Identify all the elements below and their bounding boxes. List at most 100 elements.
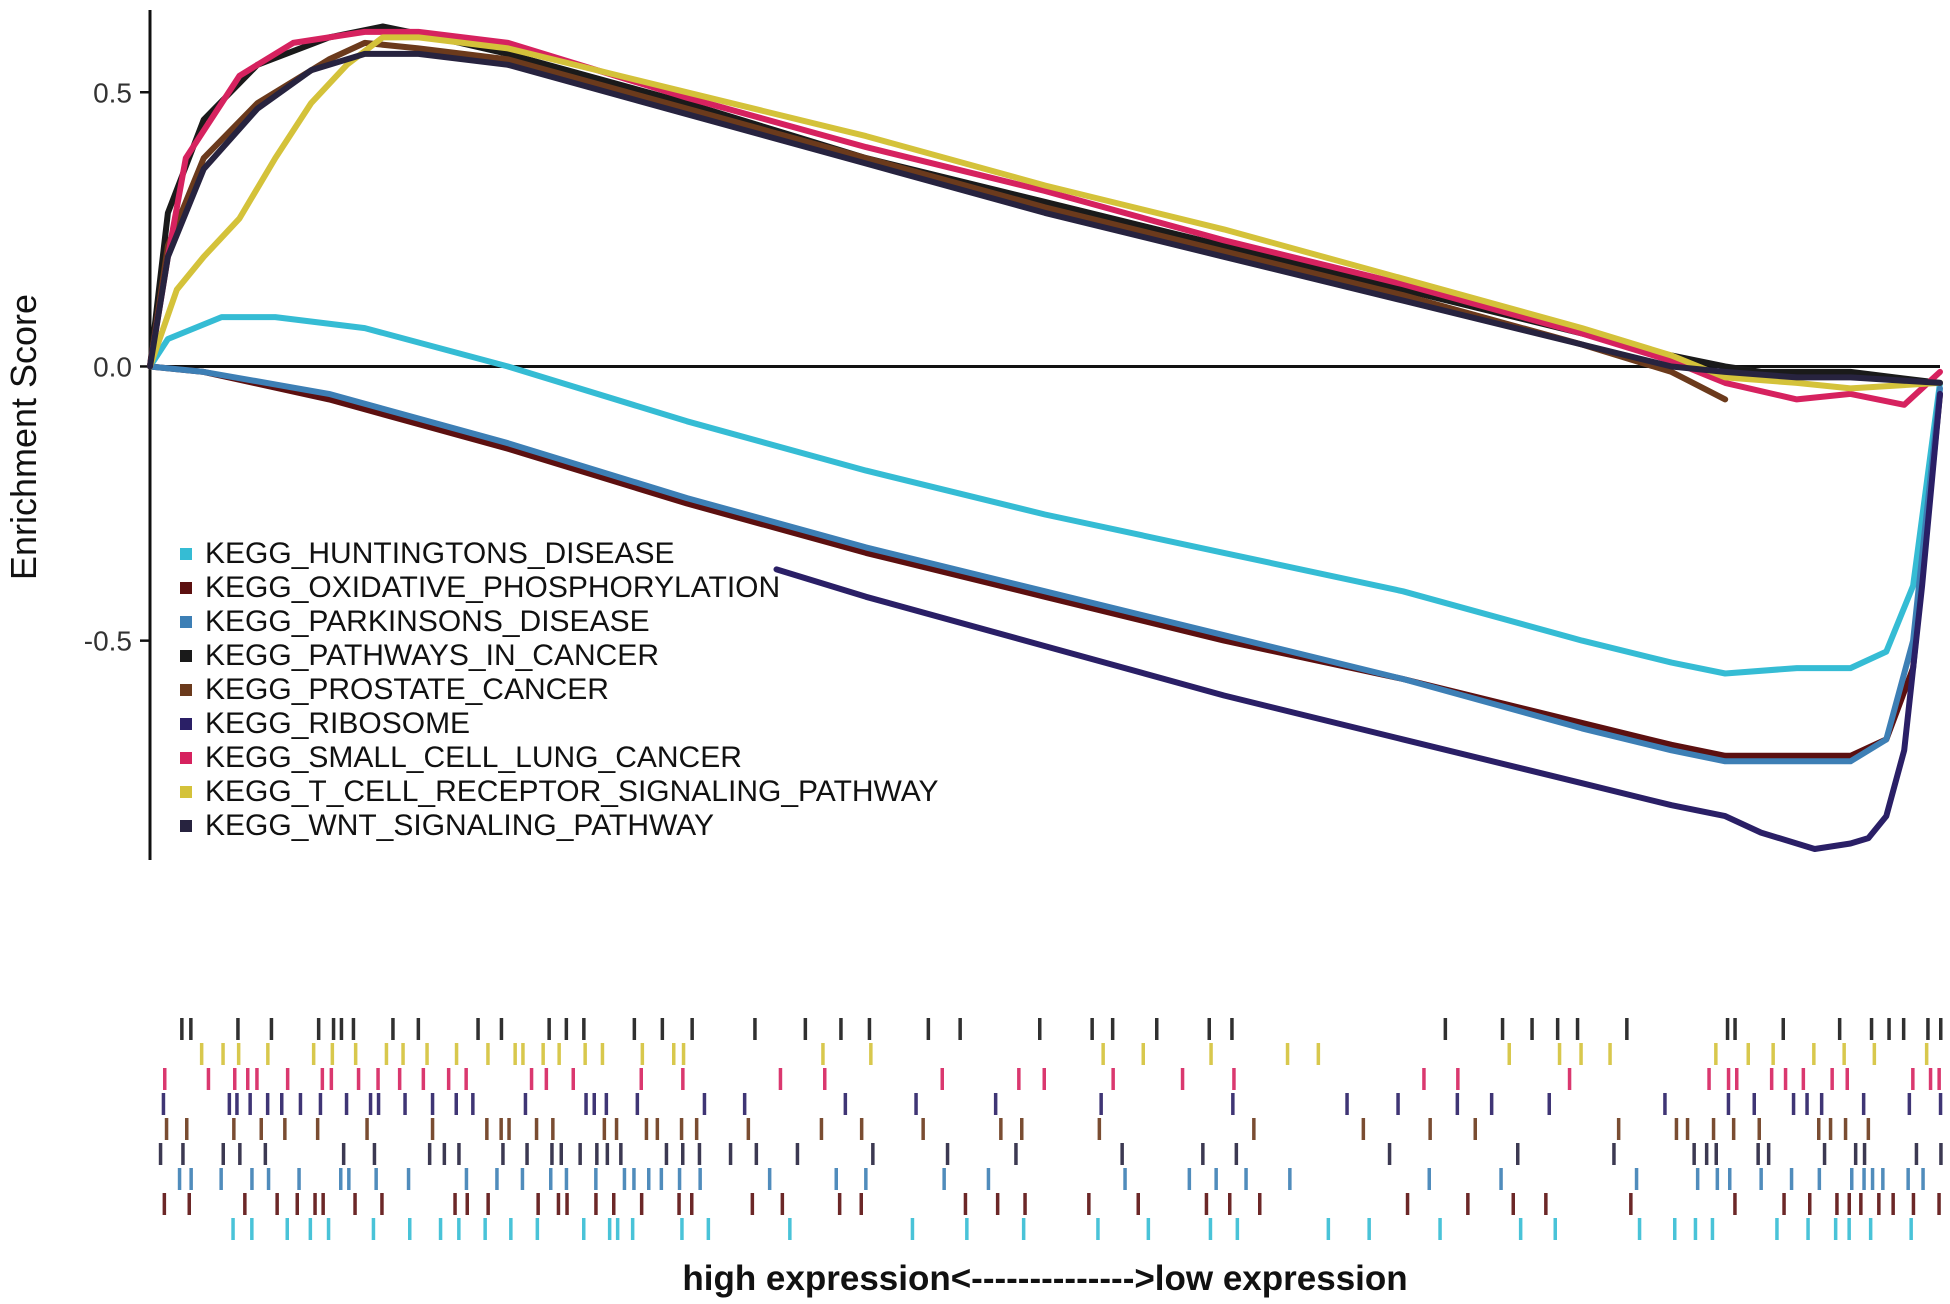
- rug-tick: [1405, 1193, 1410, 1215]
- rug-tick: [632, 1018, 637, 1040]
- legend-label: KEGG_PROSTATE_CANCER: [205, 673, 609, 706]
- rug-tick: [746, 1118, 751, 1140]
- legend-swatch: [180, 718, 192, 730]
- legend-swatch: [180, 786, 192, 798]
- rug-tick: [189, 1168, 193, 1190]
- rug-tick: [1726, 1093, 1731, 1115]
- rug-tick: [1833, 1218, 1838, 1240]
- rug-tick: [1759, 1168, 1763, 1190]
- rug-tick: [871, 1143, 875, 1165]
- rug-tick: [199, 1043, 204, 1065]
- rug-tick: [425, 1043, 429, 1065]
- series-line-kegg-wnt-signaling-pathway: [147, 50, 1943, 386]
- rug-tick: [681, 1143, 685, 1165]
- rug-tick: [1547, 1093, 1551, 1115]
- rug-tick: [1473, 1118, 1477, 1140]
- rug-tick: [430, 1118, 435, 1140]
- rug-tick: [372, 1143, 377, 1165]
- y-axis-label: Enrichment Score: [3, 294, 44, 580]
- rug-tick: [595, 1143, 599, 1165]
- rug-tick: [750, 1193, 755, 1215]
- rug-tick: [1805, 1093, 1809, 1115]
- legend-label: KEGG_SMALL_CELL_LUNG_CANCER: [205, 741, 742, 774]
- rug-tick: [1775, 1218, 1779, 1240]
- rug-tick: [1746, 1043, 1750, 1065]
- rug-tick: [263, 1143, 268, 1165]
- rug-tick: [1042, 1068, 1046, 1090]
- rug-tick: [1466, 1193, 1470, 1215]
- rug-tick: [430, 1093, 435, 1115]
- rug-tick: [605, 1143, 610, 1165]
- y-tick-label: 0.5: [93, 77, 132, 108]
- rug-tick: [839, 1018, 843, 1040]
- rug-tick: [1141, 1043, 1145, 1065]
- rug-tick: [834, 1168, 838, 1190]
- rug-tick: [315, 1118, 320, 1140]
- rug-tick: [1887, 1018, 1891, 1040]
- rug-tick: [619, 1143, 623, 1165]
- rug-tick: [318, 1093, 323, 1115]
- rug-tick: [495, 1168, 499, 1190]
- rug-tick: [788, 1218, 792, 1240]
- rug-tick: [368, 1093, 373, 1115]
- rug-tick: [347, 1168, 351, 1190]
- rug-tick: [221, 1143, 225, 1165]
- rug-tick: [541, 1043, 545, 1065]
- rug-tick: [1733, 1018, 1737, 1040]
- rug-tick: [1868, 1218, 1873, 1240]
- rug-tick: [1937, 1068, 1941, 1090]
- rug-tick: [1235, 1218, 1240, 1240]
- rug-tick: [963, 1193, 968, 1215]
- rug-tick: [285, 1068, 290, 1090]
- rug-tick: [235, 1093, 239, 1115]
- legend-label: KEGG_WNT_SIGNALING_PATHWAY: [205, 809, 714, 842]
- legend-swatch: [180, 582, 192, 594]
- rug-tick: [1870, 1168, 1875, 1190]
- rug-tick: [1939, 1018, 1943, 1040]
- rug-tick: [945, 1143, 950, 1165]
- rug-tick: [632, 1168, 636, 1190]
- rug-tick: [679, 1118, 684, 1140]
- rug-tick: [189, 1018, 193, 1040]
- rug-tick: [283, 1118, 287, 1140]
- legend-label: KEGG_PARKINSONS_DISEASE: [205, 605, 650, 638]
- rug-tick: [1361, 1118, 1366, 1140]
- rug-tick: [438, 1218, 443, 1240]
- rug-tick: [1544, 1193, 1548, 1215]
- rug-tick: [1872, 1043, 1877, 1065]
- rug-tick: [647, 1168, 651, 1190]
- rug-tick: [250, 1168, 254, 1190]
- rug-tick: [233, 1068, 237, 1090]
- rug-tick: [1575, 1018, 1580, 1040]
- rug-tick: [321, 1193, 325, 1215]
- rug-tick: [243, 1193, 247, 1215]
- rug-tick: [246, 1068, 250, 1090]
- rug-tick: [1616, 1118, 1621, 1140]
- rug-tick: [1782, 1193, 1786, 1215]
- rug-tick: [250, 1218, 254, 1240]
- rug-tick: [520, 1168, 525, 1190]
- rug-tick: [238, 1143, 242, 1165]
- rug-tick: [1443, 1018, 1448, 1040]
- rug-tick: [421, 1068, 426, 1090]
- rug-tick: [499, 1018, 504, 1040]
- rug-tick: [485, 1118, 489, 1140]
- rug-tick: [344, 1093, 349, 1115]
- rug-tick: [1518, 1218, 1523, 1240]
- rug-tick: [728, 1143, 733, 1165]
- rug-tick: [1714, 1043, 1718, 1065]
- rug-tick: [681, 1043, 686, 1065]
- rug-tick: [227, 1093, 232, 1115]
- rug-tick: [1516, 1143, 1520, 1165]
- rug-tick: [1096, 1218, 1100, 1240]
- rug-tick: [298, 1093, 303, 1115]
- rug-tick: [1692, 1143, 1696, 1165]
- rug-tick: [1726, 1068, 1731, 1090]
- rug-tick: [1911, 1068, 1915, 1090]
- rug-tick: [1756, 1143, 1760, 1165]
- rug-tick: [958, 1018, 962, 1040]
- rug-tick: [1555, 1018, 1560, 1040]
- rug-tick: [1634, 1168, 1639, 1190]
- rug-tick: [557, 1043, 561, 1065]
